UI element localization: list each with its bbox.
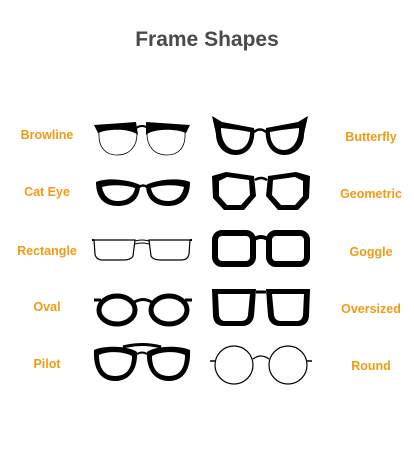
- cat-eye-glasses-icon: [96, 179, 190, 206]
- label-oversized: Oversized: [341, 302, 401, 316]
- goggle-glasses-icon: [212, 230, 310, 267]
- oval-glasses-icon: [94, 293, 192, 327]
- round-glasses-icon: [210, 345, 312, 385]
- rectangle-glasses-icon: [92, 239, 192, 261]
- browline-glasses-icon: [94, 122, 190, 156]
- label-goggle: Goggle: [349, 245, 393, 259]
- label-cat-eye: Cat Eye: [24, 185, 70, 199]
- label-rectangle: Rectangle: [17, 244, 77, 258]
- label-butterfly: Butterfly: [345, 130, 397, 144]
- label-pilot: Pilot: [33, 357, 61, 371]
- page-title: Frame Shapes: [135, 28, 279, 51]
- label-round: Round: [351, 359, 391, 373]
- oversized-glasses-icon: [212, 289, 310, 326]
- label-browline: Browline: [20, 128, 74, 142]
- geometric-glasses-icon: [212, 172, 310, 210]
- label-geometric: Geometric: [340, 187, 402, 201]
- label-oval: Oval: [33, 300, 61, 314]
- pilot-glasses-icon: [93, 343, 191, 381]
- butterfly-glasses-icon: [212, 116, 308, 155]
